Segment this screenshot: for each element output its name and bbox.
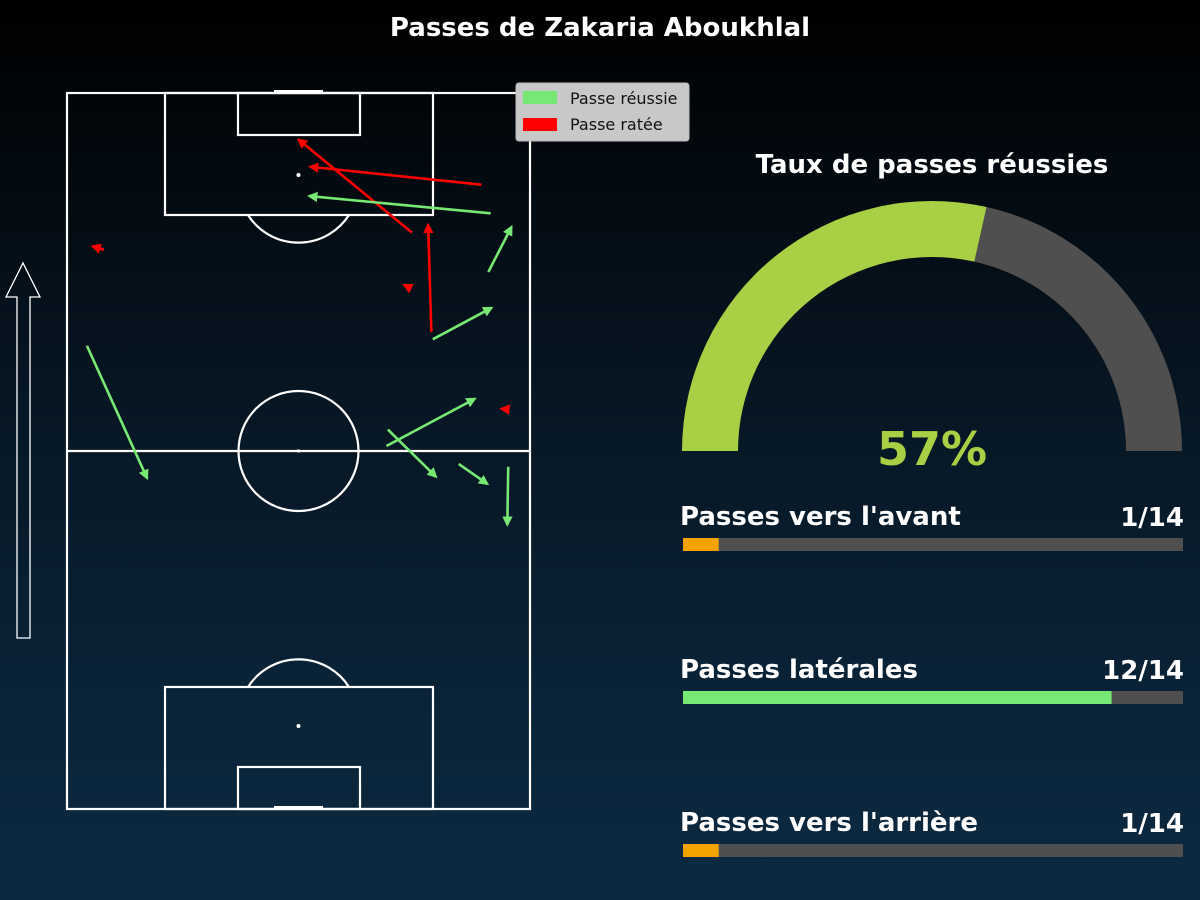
penalty-spot-top bbox=[296, 173, 301, 177]
bar-row-forward: Passes vers l'avant 1/14 bbox=[680, 502, 1184, 551]
penalty-area-bottom bbox=[163, 685, 435, 811]
attack-direction-arrow-icon bbox=[4, 261, 42, 639]
pass-arrow-success-10 bbox=[385, 397, 477, 448]
legend-label-fail: Passe ratée bbox=[570, 115, 663, 134]
pass-arrow-fail-4 bbox=[402, 283, 414, 294]
bar-fill-backward bbox=[683, 844, 719, 857]
pass-arrow-success-11 bbox=[386, 428, 438, 479]
legend-label-success: Passe réussie bbox=[570, 89, 678, 108]
legend-swatch-success bbox=[523, 91, 557, 104]
six-yard-box-top bbox=[236, 91, 362, 137]
legend-swatch-fail bbox=[523, 118, 557, 131]
bar-track-forward bbox=[683, 538, 1183, 551]
pass-arrow-fail-0 bbox=[296, 138, 413, 234]
bar-row-lateral: Passes latérales 12/14 bbox=[680, 655, 1184, 704]
gauge-title: Taux de passes réussies bbox=[756, 150, 1109, 180]
bar-fill-lateral bbox=[683, 691, 1112, 704]
pass-arrow-fail-5 bbox=[499, 404, 511, 415]
penalty-arc-top bbox=[247, 214, 350, 244]
bar-row-backward: Passes vers l'arrière 1/14 bbox=[680, 808, 1184, 857]
pass-arrow-success-13 bbox=[502, 466, 513, 527]
bar-fill-forward bbox=[683, 538, 719, 551]
bar-value-backward: 1/14 bbox=[1120, 809, 1184, 839]
pitch bbox=[65, 90, 532, 811]
penalty-area-top bbox=[163, 91, 435, 217]
bar-label-backward: Passes vers l'arrière bbox=[680, 808, 978, 838]
penalty-spot-bottom bbox=[296, 724, 301, 728]
pass-arrow-fail-1 bbox=[308, 162, 482, 186]
bar-track-backward bbox=[683, 844, 1183, 857]
centre-circle bbox=[237, 389, 360, 513]
pass-arrow-success-6 bbox=[307, 191, 491, 215]
bar-label-lateral: Passes latérales bbox=[680, 655, 918, 685]
chart-title: Passes de Zakaria Aboukhlal bbox=[390, 13, 810, 43]
gauge-fill bbox=[682, 200, 987, 451]
bar-value-lateral: 12/14 bbox=[1102, 656, 1184, 686]
pass-arrow-success-9 bbox=[85, 345, 149, 481]
gauge-track bbox=[974, 207, 1182, 451]
passes-layer bbox=[85, 138, 513, 527]
legend: Passe réussie Passe ratée bbox=[515, 82, 690, 142]
pass-arrow-success-7 bbox=[487, 225, 513, 273]
penalty-arc-bottom bbox=[247, 658, 350, 688]
centre-spot bbox=[296, 449, 301, 453]
six-yard-box-bottom bbox=[236, 765, 362, 811]
gauge-value-label: 57% bbox=[877, 422, 987, 476]
bar-label-forward: Passes vers l'avant bbox=[680, 502, 961, 532]
bar-value-forward: 1/14 bbox=[1120, 503, 1184, 533]
legend-box bbox=[515, 82, 690, 142]
pass-arrow-fail-2 bbox=[423, 222, 434, 333]
pass-arrow-fail-3 bbox=[90, 243, 105, 254]
pass-arrow-success-12 bbox=[457, 462, 490, 486]
pass-arrow-success-8 bbox=[432, 306, 494, 341]
direction-bars: Passes vers l'avant 1/14 Passes latérale… bbox=[680, 502, 1184, 857]
